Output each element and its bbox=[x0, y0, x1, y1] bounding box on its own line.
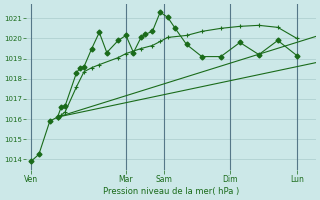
X-axis label: Pression niveau de la mer( hPa ): Pression niveau de la mer( hPa ) bbox=[103, 187, 239, 196]
